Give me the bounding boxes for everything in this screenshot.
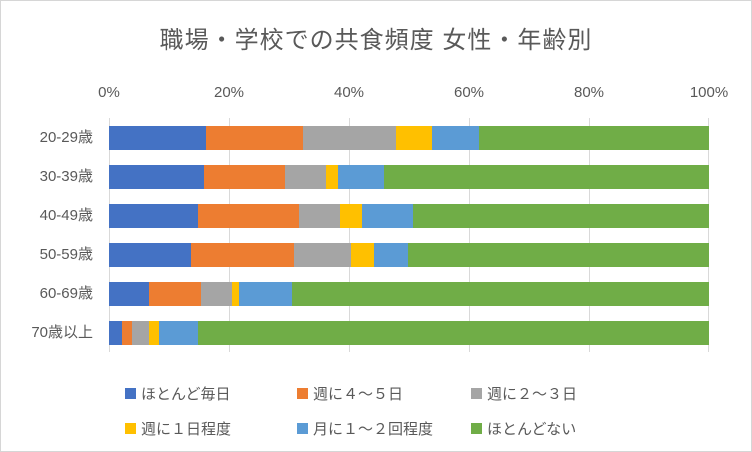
bar-segment[interactable] [109, 164, 205, 189]
stacked-bar [109, 203, 709, 228]
bar-segment[interactable] [298, 203, 340, 228]
bar-segment[interactable] [206, 125, 304, 150]
bar-segment[interactable] [109, 281, 149, 306]
chart-title: 職場・学校での共食頻度 女性・年齢別 [159, 27, 593, 54]
legend-item-label: ほとんど毎日 [141, 385, 231, 403]
stacked-bar [109, 125, 709, 150]
legend-item[interactable]: ほとんどない [471, 418, 577, 438]
bar-segment[interactable] [326, 164, 338, 189]
stacked-bar [109, 281, 709, 306]
bar-segment[interactable] [293, 242, 352, 267]
x-axis-tick-label: 20% [213, 84, 245, 101]
x-axis-tick-label: 80% [573, 84, 605, 101]
stacked-bar [109, 320, 709, 345]
bar-row [109, 235, 709, 274]
bar-segment[interactable] [148, 281, 201, 306]
x-axis-tick-label: 40% [333, 84, 365, 101]
bar-segment[interactable] [384, 164, 709, 189]
bar-segment[interactable] [339, 203, 362, 228]
bar-segment[interactable] [204, 164, 285, 189]
x-axis: 0% 20% 40% 60% 80% 100% [98, 84, 728, 104]
x-axis-tick-label: 0% [98, 84, 120, 101]
legend-item-label: 月に１～２回程度 [313, 420, 434, 438]
bar-row [109, 118, 709, 157]
bar-segment[interactable] [351, 242, 374, 267]
bar-rows [109, 118, 709, 352]
x-axis-tick-label: 100% [689, 84, 729, 101]
bar-segment[interactable] [361, 203, 413, 228]
legend-color-swatch-icon [125, 387, 136, 399]
bar-segment[interactable] [408, 242, 709, 267]
bar-row [109, 313, 709, 352]
bar-segment[interactable] [109, 125, 207, 150]
bar-segment[interactable] [159, 320, 199, 345]
legend-color-swatch-icon [297, 387, 308, 399]
gridline [589, 118, 590, 352]
gridline [469, 118, 470, 352]
gridline [708, 118, 709, 352]
bar-segment[interactable] [198, 320, 709, 345]
legend-item-label: 週に２～３日 [487, 385, 578, 403]
y-axis-category-label: 40-49歳 [39, 207, 93, 224]
legend-item[interactable]: 週に２～３日 [471, 383, 577, 403]
y-axis-category-label: 50-59歳 [39, 246, 93, 263]
bar-segment[interactable] [200, 281, 232, 306]
legend-item[interactable]: 週に１日程度 [125, 418, 297, 438]
bar-segment[interactable] [198, 203, 299, 228]
bar-segment[interactable] [238, 281, 292, 306]
stacked-bar [109, 164, 709, 189]
bar-segment[interactable] [109, 203, 199, 228]
legend: ほとんど毎日 週に４～５日 週に２～３日週に１日程度 月に１～２回程度 ほとんどない [125, 383, 577, 438]
bar-segment[interactable] [337, 164, 385, 189]
legend-item-label: 週に４～５日 [313, 385, 404, 403]
bar-segment[interactable] [432, 125, 480, 150]
gridline [229, 118, 230, 352]
legend-item[interactable]: ほとんど毎日 [125, 383, 297, 403]
legend-item[interactable]: 週に４～５日 [297, 383, 471, 403]
legend-item[interactable]: 月に１～２回程度 [297, 418, 471, 438]
bar-segment[interactable] [373, 242, 409, 267]
bar-segment[interactable] [149, 320, 160, 345]
y-axis-category-label: 70歳以上 [31, 324, 93, 341]
bar-row [109, 157, 709, 196]
gridline [349, 118, 350, 352]
stacked-bar [109, 242, 709, 267]
bar-segment[interactable] [231, 281, 239, 306]
bar-segment[interactable] [122, 320, 133, 345]
bar-segment[interactable] [479, 125, 709, 150]
bar-segment[interactable] [191, 242, 294, 267]
x-axis-tick-label: 60% [453, 84, 485, 101]
y-axis-category-label: 60-69歳 [39, 285, 93, 302]
legend-item-label: 週に１日程度 [141, 420, 232, 438]
legend-color-swatch-icon [297, 422, 308, 434]
y-axis-category-label: 20-29歳 [39, 129, 93, 146]
plot-area [109, 118, 709, 352]
y-axis-line [109, 118, 110, 352]
bar-segment[interactable] [396, 125, 433, 150]
bar-segment[interactable] [412, 203, 709, 228]
legend-color-swatch-icon [471, 422, 482, 434]
bar-row [109, 196, 709, 235]
bar-segment[interactable] [291, 281, 709, 306]
legend-item-label: ほとんどない [487, 420, 577, 438]
bar-segment[interactable] [109, 242, 192, 267]
bar-segment[interactable] [284, 164, 327, 189]
y-axis-category-label: 30-39歳 [39, 168, 93, 185]
bar-segment[interactable] [109, 320, 123, 345]
y-axis: 20-29歳 30-39歳 40-49歳 50-59歳 60-69歳 70歳以上 [1, 118, 101, 352]
bar-segment[interactable] [132, 320, 150, 345]
bar-segment[interactable] [303, 125, 397, 150]
legend-color-swatch-icon [471, 387, 482, 399]
bar-row [109, 274, 709, 313]
legend-color-swatch-icon [125, 422, 136, 434]
